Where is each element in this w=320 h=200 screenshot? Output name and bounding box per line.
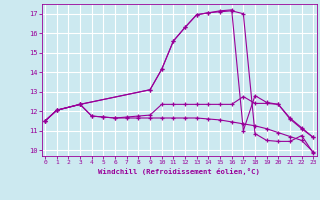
X-axis label: Windchill (Refroidissement éolien,°C): Windchill (Refroidissement éolien,°C) (98, 168, 260, 175)
